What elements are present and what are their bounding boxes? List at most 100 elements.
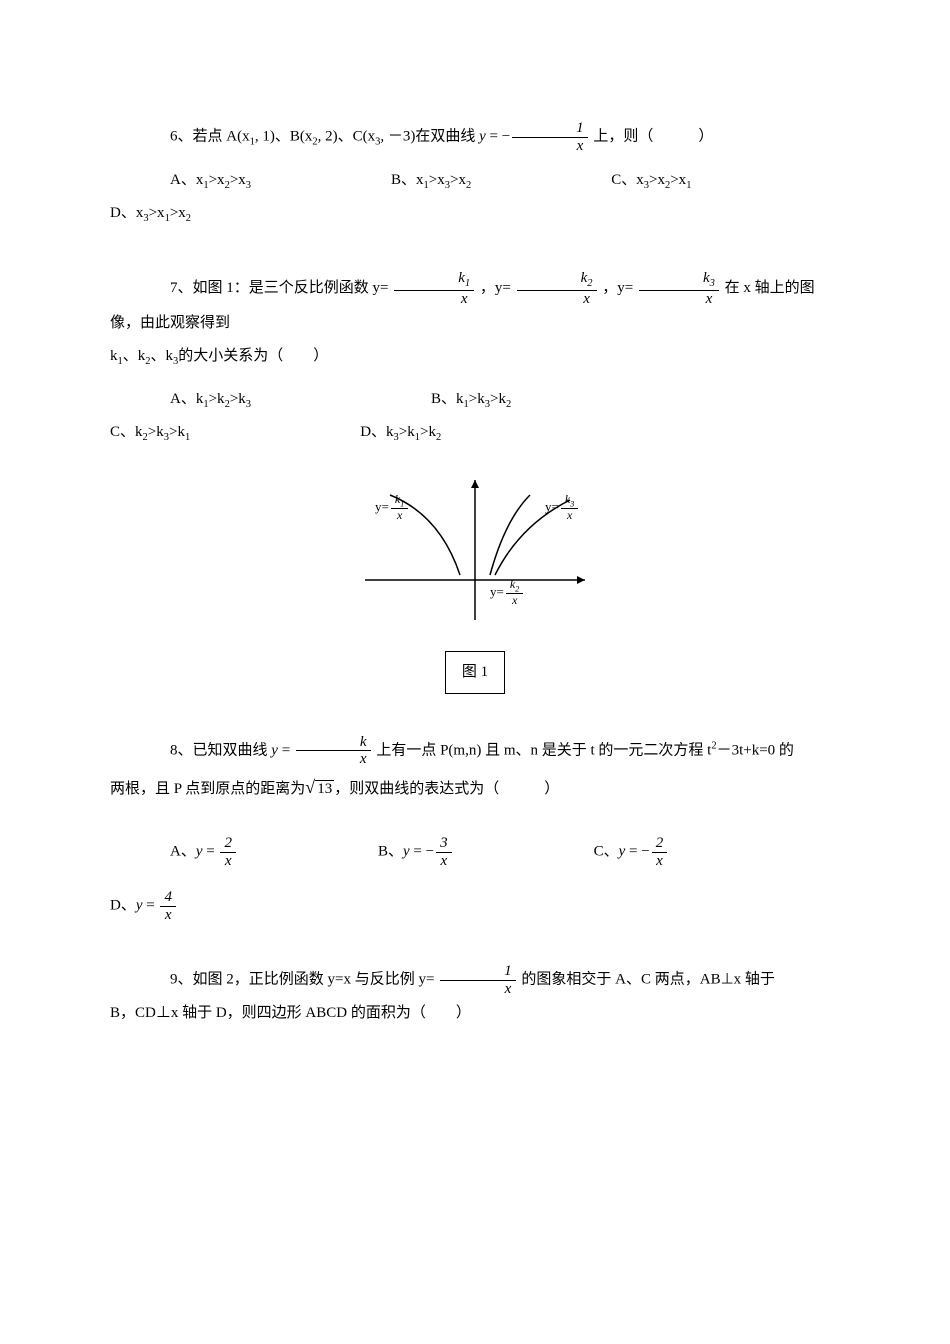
opt-text: A、k xyxy=(170,391,203,407)
q7-text: ，y= xyxy=(599,280,637,296)
denominator: x xyxy=(506,594,524,607)
q7-options: A、k1>k2>k3 B、k1>k3>k2 C、k2>k3>k1 D、k3>k1… xyxy=(110,383,840,449)
eq-sign: = xyxy=(143,898,159,914)
fraction: 1x xyxy=(512,120,588,154)
sub: 2 xyxy=(515,584,519,593)
q6-stem: 6、若点 A(x1, 1)、B(x2, 2)、C(x3, －3)在双曲线 y =… xyxy=(110,120,840,154)
q8-stem-line2: 两根，且 P 点到原点的距离为√13，则双曲线的表达式为（ ） xyxy=(110,768,840,808)
q7-option-a: A、k1>k2>k3 xyxy=(170,383,251,416)
opt-text: >x xyxy=(209,172,225,188)
opt-text: D、x xyxy=(110,205,143,221)
q7-option-b: B、k1>k3>k2 xyxy=(431,383,511,416)
fraction: 3x xyxy=(436,835,452,869)
question-7: 7、如图 1：是三个反比例函数 y= k1x ，y= k2x ，y= k3x 在… xyxy=(110,270,840,693)
sub: 2 xyxy=(186,213,191,224)
sub: 3 xyxy=(710,278,715,289)
numerator: 2 xyxy=(220,835,236,853)
q8-options: A、y = 2x B、y = −3x C、y = −2x D、y = 4x xyxy=(110,835,840,923)
q9-stem-line2: B，CD⊥x 轴于 D，则四边形 ABCD 的面积为（ ） xyxy=(110,997,840,1030)
opt-text: A、 xyxy=(170,844,196,860)
opt-text: B、k xyxy=(431,391,464,407)
opt-text: C、k xyxy=(110,424,143,440)
fraction: k3x xyxy=(639,270,719,307)
denominator: x xyxy=(561,509,579,522)
numerator: 3 xyxy=(436,835,452,853)
numerator: k1 xyxy=(391,493,409,510)
text: 、k xyxy=(123,348,146,364)
q7-text: ，y= xyxy=(476,280,514,296)
q7-stem: 7、如图 1：是三个反比例函数 y= k1x ，y= k2x ，y= k3x 在… xyxy=(110,270,840,340)
q6-option-c: C、x3>x2>x1 xyxy=(611,164,691,197)
sub: 2 xyxy=(587,278,592,289)
fraction: k1x xyxy=(391,493,409,523)
var-y: y xyxy=(403,844,410,860)
text: 、k xyxy=(151,348,174,364)
opt-text: B、x xyxy=(391,172,424,188)
fraction: 2x xyxy=(652,835,668,869)
denominator: x xyxy=(296,751,371,768)
opt-text: B、 xyxy=(378,844,403,860)
opt-text: >x xyxy=(149,205,165,221)
denominator: x xyxy=(639,291,719,308)
text: 上有一点 P(m,n) 且 m、n 是关于 t 的一元二次方程 t xyxy=(373,742,712,758)
q8-option-d: D、y = 4x xyxy=(110,889,178,923)
opt-text: C、x xyxy=(611,172,644,188)
opt-text: C、 xyxy=(594,844,619,860)
text: y= xyxy=(375,499,389,514)
denominator: x xyxy=(391,509,409,522)
q6-options: A、x1>x2>x3 B、x1>x3>x2 C、x3>x2>x1 D、x3>x1… xyxy=(110,164,840,230)
eq-sign: = − xyxy=(486,128,510,144)
numerator: k3 xyxy=(561,493,579,510)
q7-option-c: C、k2>k3>k1 xyxy=(110,416,190,449)
fig1-label-k3: y=k3x xyxy=(545,493,580,523)
fig1-label-k1: y=k1x xyxy=(375,493,410,523)
numerator: k2 xyxy=(506,578,524,595)
text: －3t+k=0 的 xyxy=(717,742,794,758)
q6-text-4: , －3)在双曲线 xyxy=(380,128,475,144)
text: 两根，且 P 点到原点的距离为 xyxy=(110,781,305,797)
q7-option-d: D、k3>k1>k2 xyxy=(360,416,441,449)
question-9: 9、如图 2，正比例函数 y=x 与反比例 y= 1x 的图象相交于 A、C 两… xyxy=(110,963,840,1030)
sub: 2 xyxy=(506,399,511,410)
figure-1-caption: 图 1 xyxy=(445,651,505,694)
opt-text: >x xyxy=(230,172,246,188)
fraction: k2x xyxy=(506,578,524,608)
opt-text: >k xyxy=(420,424,436,440)
numerator: k xyxy=(296,734,371,752)
q9-stem: 9、如图 2，正比例函数 y=x 与反比例 y= 1x 的图象相交于 A、C 两… xyxy=(110,963,840,997)
q6-text-2: , 1)、B(x xyxy=(255,128,313,144)
opt-text: >x xyxy=(670,172,686,188)
sub: 2 xyxy=(436,432,441,443)
fig1-label-k2: y=k2x xyxy=(490,578,525,608)
numerator: k3 xyxy=(639,270,719,291)
q7-text: 7、如图 1：是三个反比例函数 y= xyxy=(170,280,392,296)
question-8: 8、已知双曲线 y = kx 上有一点 P(m,n) 且 m、n 是关于 t 的… xyxy=(110,734,840,924)
sub: 3 xyxy=(570,499,574,508)
opt-text: >x xyxy=(429,172,445,188)
var-k: k xyxy=(703,270,710,286)
q6-option-b: B、x1>x3>x2 xyxy=(391,164,471,197)
var-y: y xyxy=(479,128,486,144)
text: 的图象相交于 A、C 两点，AB⊥x 轴于 xyxy=(518,972,775,988)
denominator: x xyxy=(220,853,236,870)
text: 9、如图 2，正比例函数 y=x 与反比例 y= xyxy=(170,972,438,988)
numerator: 4 xyxy=(160,889,176,907)
figure-1: y=k1x y=k3x y=k2x 图 1 xyxy=(110,470,840,694)
var-y: y xyxy=(136,898,143,914)
opt-text: >k xyxy=(469,391,485,407)
opt-text: D、 xyxy=(110,898,136,914)
text: y= xyxy=(545,499,559,514)
sub: 1 xyxy=(400,499,404,508)
denominator: x xyxy=(517,291,597,308)
q6-text-1: 6、若点 A(x xyxy=(170,128,250,144)
q6-text-5: 上，则（ ） xyxy=(593,128,713,144)
q8-option-a: A、y = 2x xyxy=(170,835,238,869)
denominator: x xyxy=(160,907,176,924)
sub: 1 xyxy=(465,278,470,289)
eq-sign: = xyxy=(203,844,219,860)
opt-text: A、x xyxy=(170,172,203,188)
numerator: 1 xyxy=(512,120,588,138)
q6-text-3: , 2)、C(x xyxy=(318,128,376,144)
fraction: 2x xyxy=(220,835,236,869)
text: y= xyxy=(490,584,504,599)
